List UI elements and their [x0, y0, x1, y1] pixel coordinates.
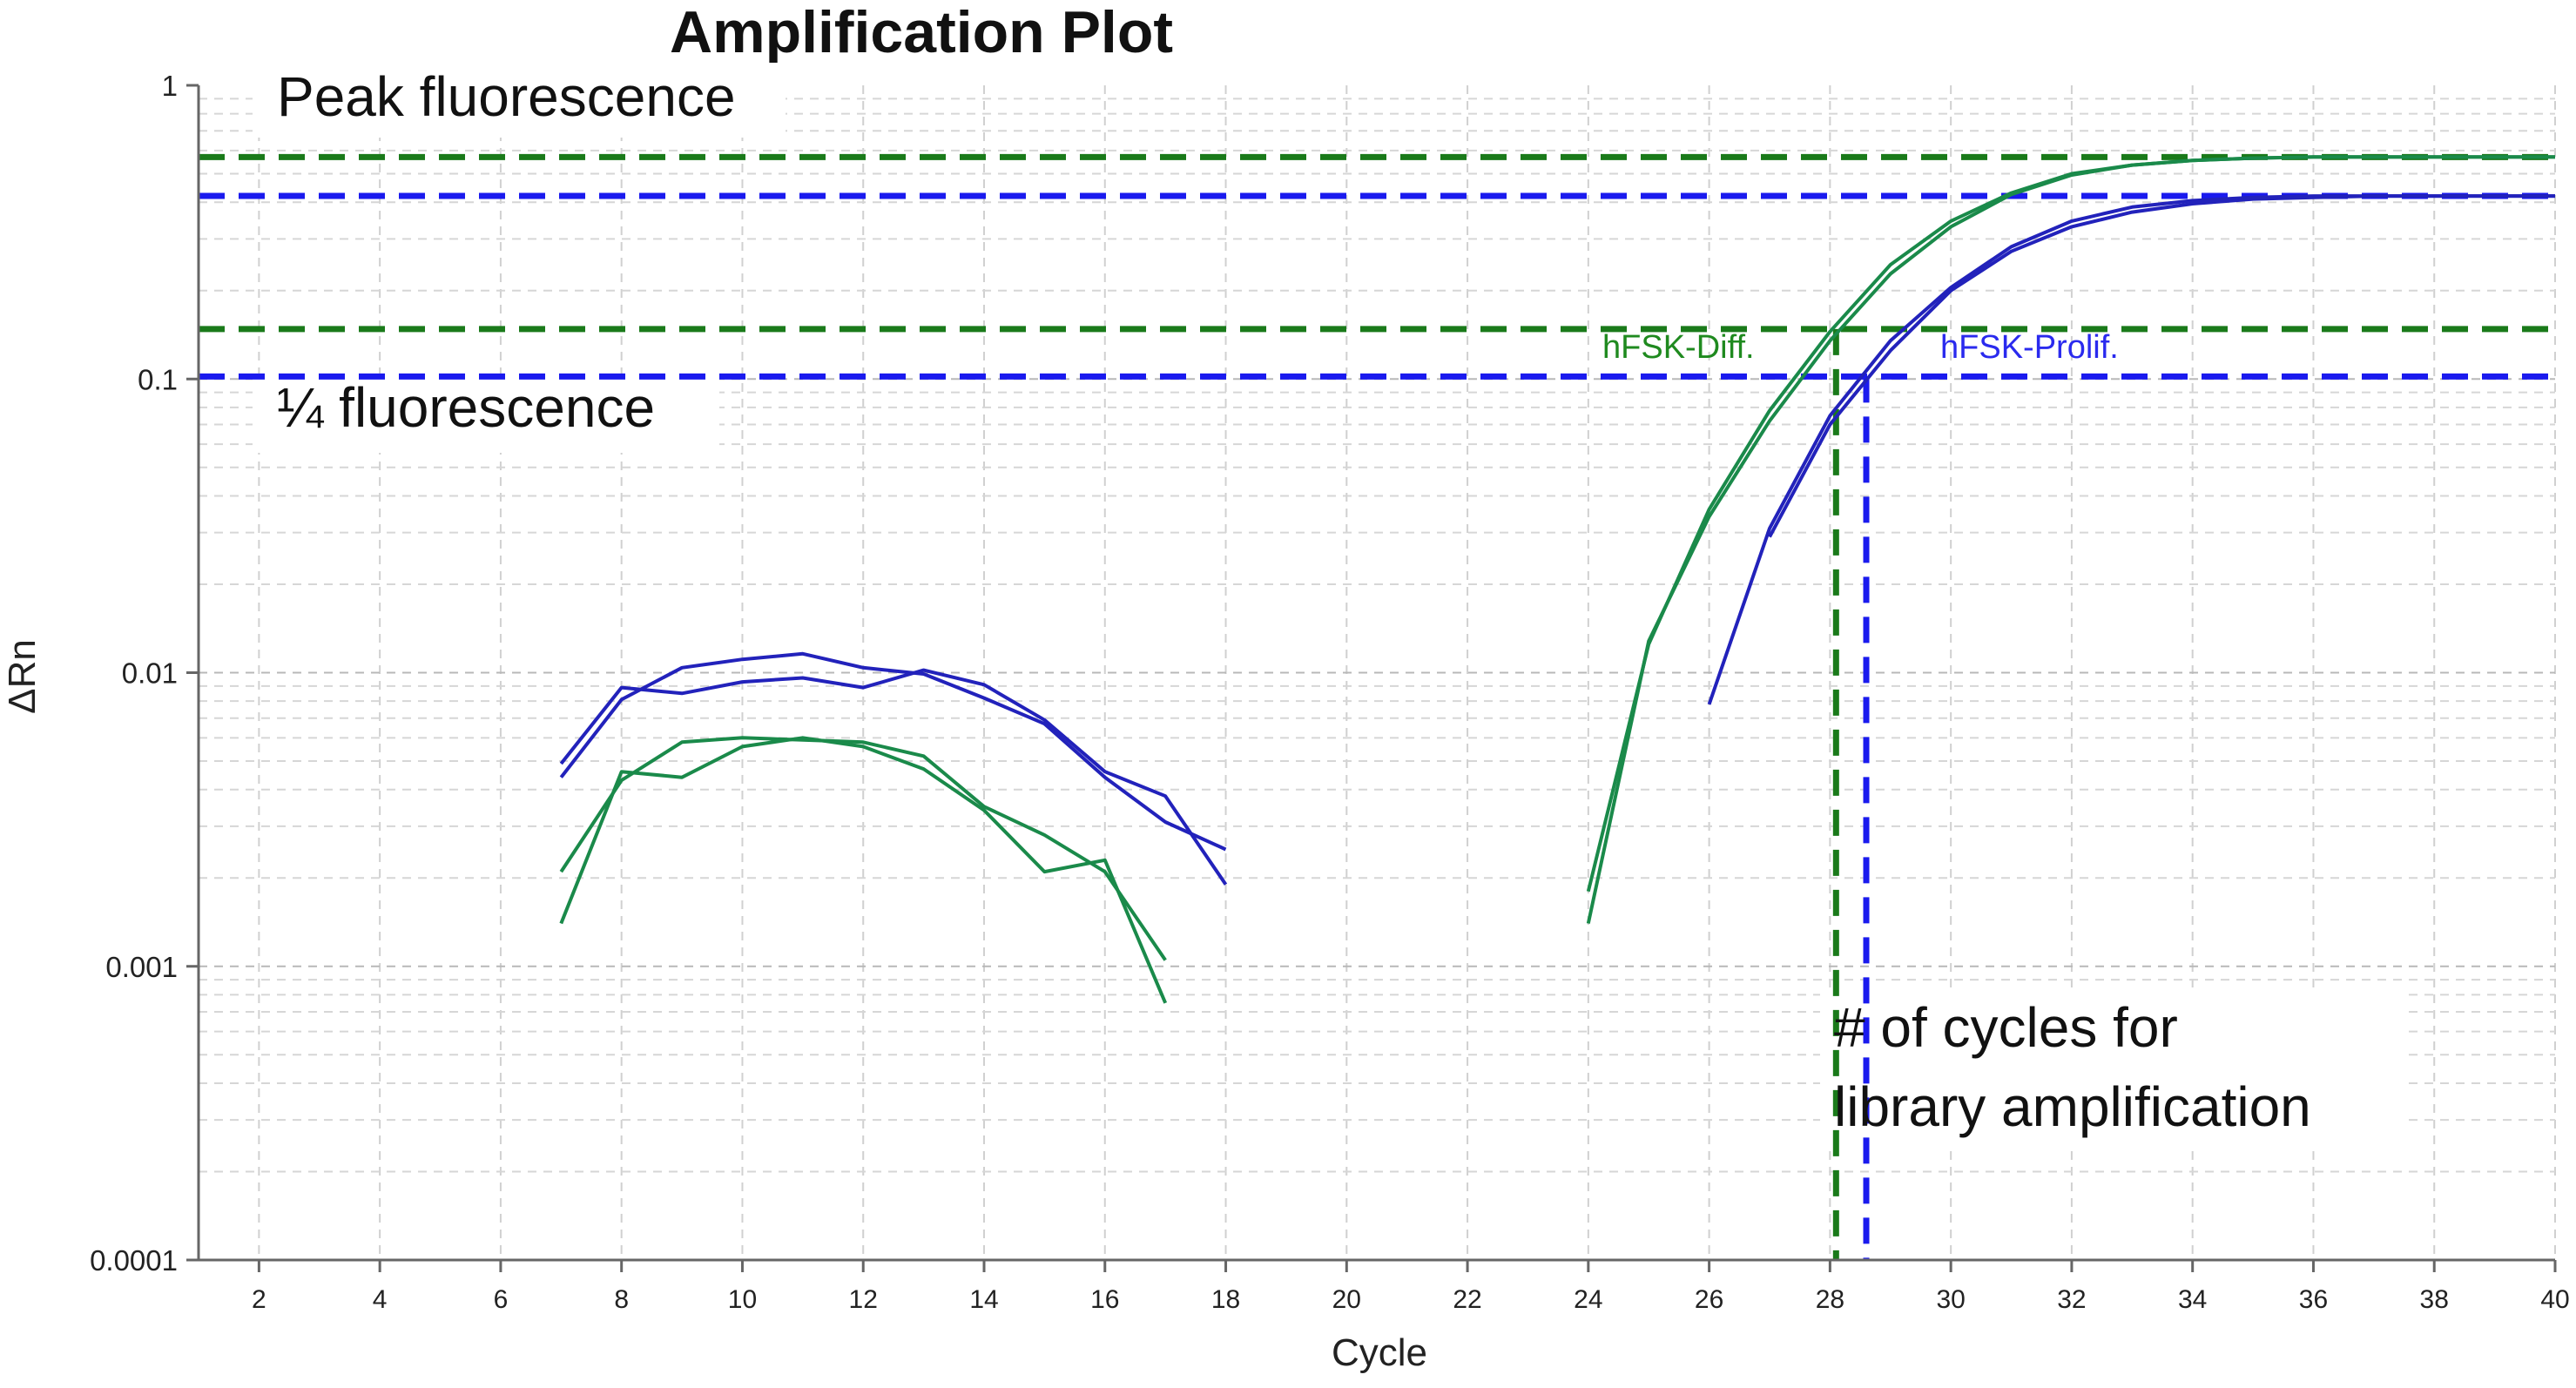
x-tick-label: 4 — [373, 1285, 388, 1314]
quarter-fluorescence-label: ¼ fluorescence — [277, 376, 655, 439]
x-tick-label: 32 — [2057, 1285, 2086, 1314]
annotation-backgrounds — [253, 63, 2404, 1149]
x-tick-label: 28 — [1816, 1285, 1844, 1314]
series-line — [559, 736, 1168, 1004]
series-line — [559, 668, 1228, 886]
x-tick-label: 8 — [614, 1285, 629, 1314]
cycles-label-background — [1820, 988, 2404, 1149]
reference-lines — [199, 153, 2555, 1260]
x-tick-label: 22 — [1453, 1285, 1481, 1314]
y-axis-label: ΔRn — [1, 639, 44, 714]
x-tick-label: 16 — [1090, 1285, 1119, 1314]
x-tick-label: 36 — [2299, 1285, 2328, 1314]
hfsk-diff-label: hFSK-Diff. — [1602, 329, 1755, 366]
axes: 2 4 6 8 10 12 14 16 18 20 22 24 26 28 30 32 34 36 38 4010.1… — [90, 70, 2570, 1314]
x-tick-label: 14 — [969, 1285, 998, 1314]
x-tick-label: 6 — [494, 1285, 509, 1314]
x-tick-label: 2 — [252, 1285, 266, 1314]
peak-label-background — [253, 63, 786, 138]
cycles-label-line-1: # of cycles for — [1834, 996, 2178, 1059]
series-line — [559, 736, 1167, 961]
y-tick-label: 0.001 — [105, 951, 178, 983]
x-axis-label: Cycle — [1332, 1331, 1427, 1374]
series-line — [559, 651, 1227, 852]
x-tick-label: 20 — [1332, 1285, 1361, 1314]
y-tick-label: 0.1 — [138, 363, 178, 395]
series-line — [1768, 194, 2555, 538]
x-tick-label: 34 — [2178, 1285, 2207, 1314]
x-tick-label: 30 — [1936, 1285, 1965, 1314]
quarter-label-background — [253, 374, 719, 453]
hfsk-prolif-label: hFSK-Prolif. — [1940, 329, 2119, 366]
annotation-labels: Peak fluorescence ¼ fluorescence hFSK-Di… — [277, 65, 2311, 1138]
cycles-label-line-2: library amplification — [1834, 1075, 2311, 1138]
x-tick-label: 18 — [1211, 1285, 1240, 1314]
x-tick-label: 26 — [1695, 1285, 1723, 1314]
series-lines — [559, 155, 2555, 1004]
chart-title: Amplification Plot — [670, 0, 1173, 65]
y-tick-label: 0.0001 — [90, 1244, 178, 1277]
y-tick-label: 1 — [162, 70, 178, 102]
x-tick-label: 10 — [728, 1285, 757, 1314]
x-tick-label: 12 — [849, 1285, 878, 1314]
series-line — [1586, 155, 2555, 924]
x-tick-label: 40 — [2540, 1285, 2569, 1314]
y-tick-label: 0.01 — [122, 657, 178, 690]
x-tick-label: 38 — [2420, 1285, 2449, 1314]
peak-fluorescence-label: Peak fluorescence — [277, 65, 736, 128]
x-tick-label: 24 — [1574, 1285, 1602, 1314]
